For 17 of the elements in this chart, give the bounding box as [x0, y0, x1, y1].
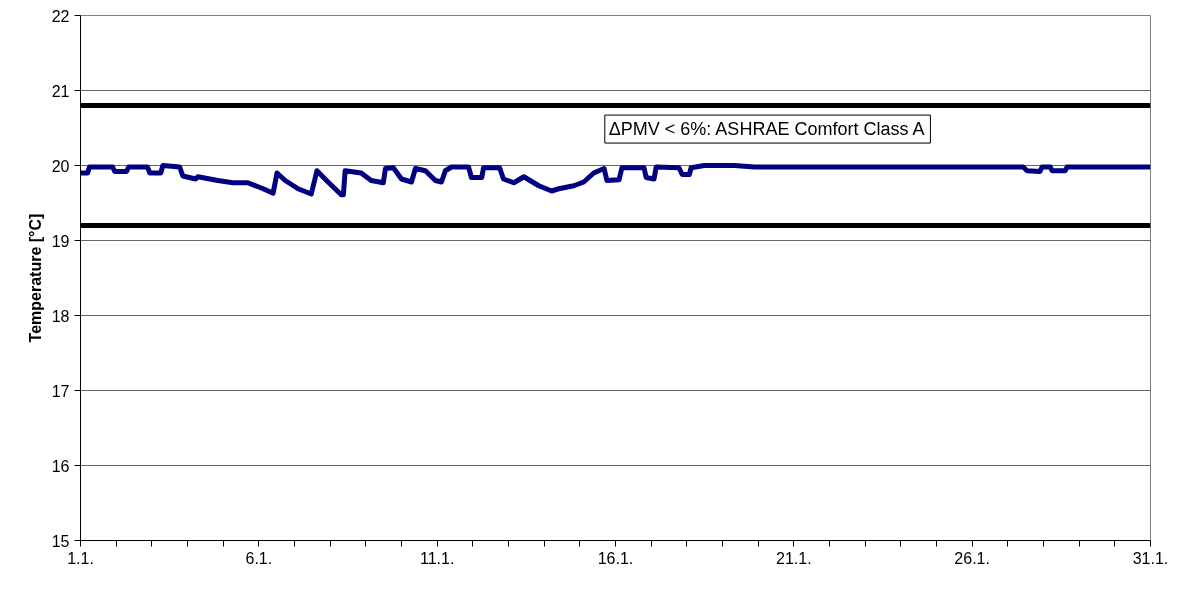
y-tick-label: 19 [51, 232, 70, 250]
x-tick-label: 6.1. [245, 549, 273, 567]
x-tick-label: 11.1. [419, 549, 455, 567]
y-axis-title: Temperature [°C] [26, 213, 44, 343]
x-tick-label: 31.1. [1132, 549, 1169, 567]
y-tick-label: 22 [51, 7, 70, 25]
y-tick-label: 15 [51, 532, 70, 550]
y-tick-label: 18 [51, 307, 70, 325]
x-tick-label: 16.1. [597, 549, 634, 567]
x-tick-label: 26.1. [954, 549, 990, 567]
annotation: ΔPMV < 6%: ASHRAE Comfort Class A [608, 119, 925, 140]
x-tick-label: 21.1. [776, 549, 812, 567]
y-tick-label: 20 [51, 157, 70, 175]
y-tick-label: 16 [51, 457, 70, 475]
y-tick-label: 17 [51, 382, 70, 400]
y-tick-label: 21 [51, 82, 70, 100]
x-tick-label: 1.1. [67, 549, 94, 567]
